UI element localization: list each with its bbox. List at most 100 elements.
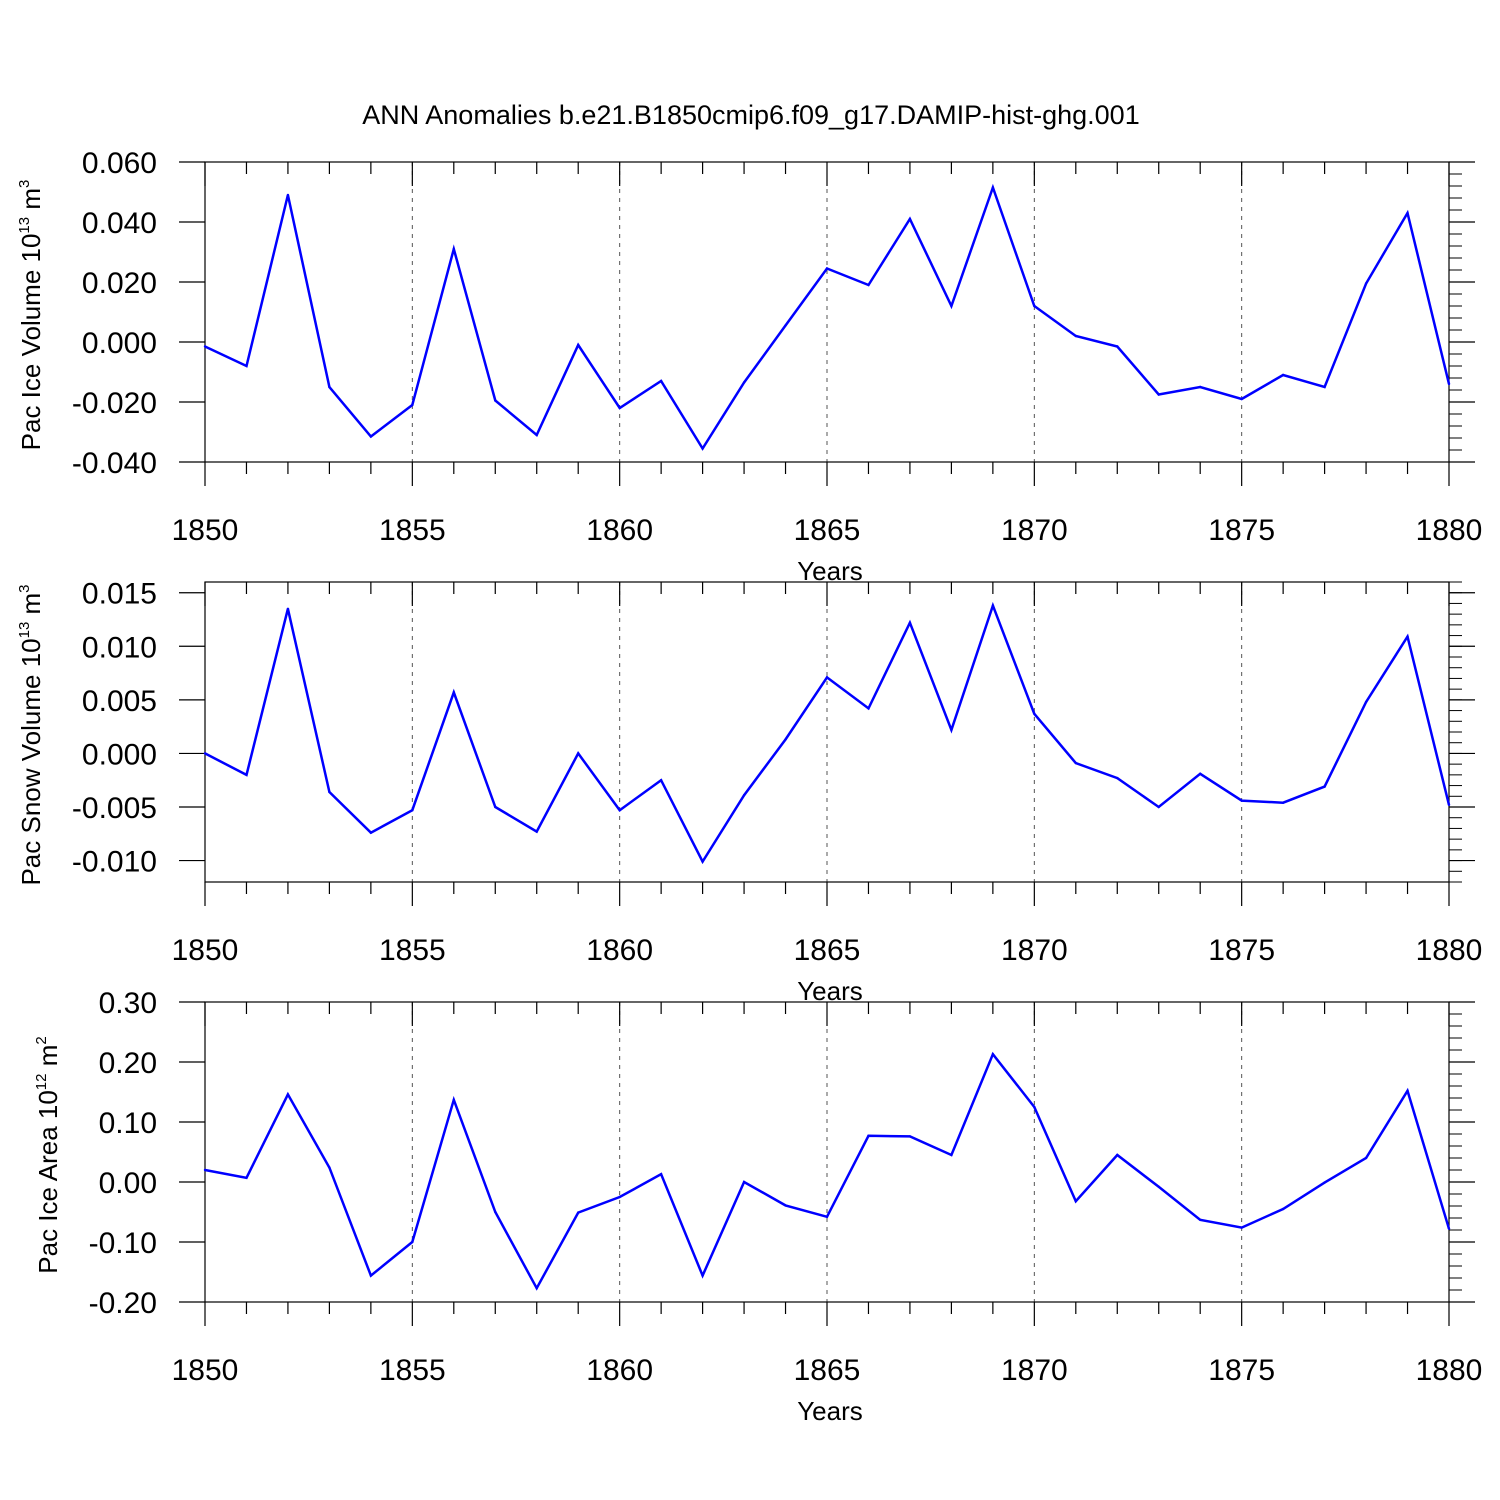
data-point — [411, 403, 414, 407]
data-point — [908, 621, 912, 624]
data-point — [1074, 334, 1078, 338]
data-point — [411, 809, 414, 812]
data-point — [1406, 211, 1409, 215]
x-tick-label: 1855 — [379, 934, 446, 967]
data-point — [1116, 345, 1119, 348]
y-tick-label: -0.10 — [89, 1227, 157, 1260]
data-point — [1447, 382, 1451, 386]
data-point — [784, 324, 787, 327]
data-point — [577, 1211, 580, 1214]
data-point — [742, 1180, 746, 1184]
y-tick-label: 0.000 — [82, 738, 157, 771]
data-point — [1364, 1156, 1368, 1160]
chart-title: ANN Anomalies b.e21.B1850cmip6.f09_g17.D… — [362, 100, 1139, 130]
y-tick-label: 0.000 — [82, 327, 157, 360]
y-tick-label: -0.010 — [72, 846, 157, 879]
data-point — [1323, 785, 1326, 788]
data-point — [867, 707, 870, 710]
data-point — [991, 604, 995, 607]
data-point — [369, 1274, 373, 1277]
data-point — [784, 1204, 787, 1207]
data-point — [618, 406, 621, 410]
data-point — [452, 691, 455, 694]
data-point — [1240, 397, 1243, 401]
x-tick-label: 1870 — [1001, 514, 1068, 547]
x-tick-label: 1860 — [586, 1354, 653, 1387]
data-point — [950, 1153, 953, 1157]
data-point — [1116, 776, 1119, 780]
data-point — [203, 752, 207, 755]
y-tick-label: 0.020 — [82, 267, 157, 300]
data-point — [701, 860, 704, 863]
chart-panel-3: -0.20 -0.10 0.00 0.10 0.20 0.30 1850 1855 1860 18… — [33, 987, 1482, 1426]
data-point — [203, 345, 207, 348]
data-point — [452, 1098, 455, 1102]
data-point — [991, 186, 995, 189]
y-tick-label: -0.020 — [72, 387, 157, 420]
data-point — [1033, 1105, 1036, 1109]
data-point — [1406, 635, 1409, 638]
data-point — [742, 381, 746, 384]
data-point — [1447, 803, 1451, 807]
data-point — [577, 752, 580, 755]
data-point — [950, 304, 953, 308]
chart-panel-2: -0.010 -0.005 0.000 0.005 0.010 0.015 1850 1855… — [16, 578, 1482, 1006]
data-point — [1281, 1207, 1285, 1211]
data-point — [991, 1053, 995, 1056]
data-point — [245, 364, 248, 368]
data-point — [1033, 712, 1036, 715]
data-point — [618, 1195, 621, 1199]
series-line — [204, 1051, 1451, 1291]
data-point — [1157, 805, 1160, 809]
data-point — [825, 267, 829, 270]
data-point — [1074, 761, 1078, 765]
data-point — [1157, 1185, 1160, 1189]
y-tick-label: 0.20 — [99, 1047, 157, 1080]
chart-panel-1: -0.040 -0.020 0.000 0.020 0.040 0.060 1850 1855… — [16, 147, 1482, 586]
data-point — [1240, 799, 1243, 802]
data-point — [1199, 772, 1202, 775]
data-point — [1199, 1218, 1202, 1222]
x-tick-label: 1865 — [794, 1354, 861, 1387]
y-tick-label: 0.30 — [99, 987, 157, 1020]
data-point — [577, 343, 580, 347]
series-line — [204, 601, 1451, 865]
x-tick-label: 1880 — [1416, 1354, 1483, 1387]
data-point — [784, 738, 787, 741]
data-point — [494, 805, 497, 809]
data-point — [535, 433, 538, 437]
data-point — [701, 447, 704, 450]
data-point — [701, 1274, 704, 1277]
data-point — [1033, 304, 1036, 308]
data-point — [328, 385, 331, 389]
data-point — [494, 399, 497, 402]
y-tick-label: -0.040 — [72, 447, 157, 480]
data-point — [825, 676, 829, 679]
x-tick-label: 1860 — [586, 934, 653, 967]
y-axis-title: Pac Ice Area 1012 m2 — [33, 1036, 63, 1273]
data-point — [742, 794, 746, 797]
x-tick-label: 1865 — [794, 514, 861, 547]
data-point — [203, 1168, 207, 1172]
data-point — [328, 790, 331, 794]
data-point — [245, 1176, 248, 1180]
x-tick-label: 1850 — [172, 514, 239, 547]
data-point — [452, 247, 455, 251]
x-axis-title: Years — [797, 1396, 863, 1426]
x-tick-label: 1855 — [379, 514, 446, 547]
data-point — [245, 773, 248, 777]
data-point — [659, 379, 663, 383]
data-point — [494, 1210, 497, 1214]
x-tick-label: 1870 — [1001, 1354, 1068, 1387]
data-point — [908, 1135, 912, 1138]
y-tick-label: -0.005 — [72, 792, 157, 825]
data-point — [1323, 1181, 1326, 1184]
data-point — [908, 217, 912, 221]
x-tick-label: 1865 — [794, 934, 861, 967]
data-point — [411, 1240, 414, 1244]
data-point — [867, 283, 870, 287]
data-point — [1323, 385, 1326, 389]
y-tick-label: -0.20 — [89, 1287, 157, 1320]
data-point — [1074, 1200, 1078, 1203]
